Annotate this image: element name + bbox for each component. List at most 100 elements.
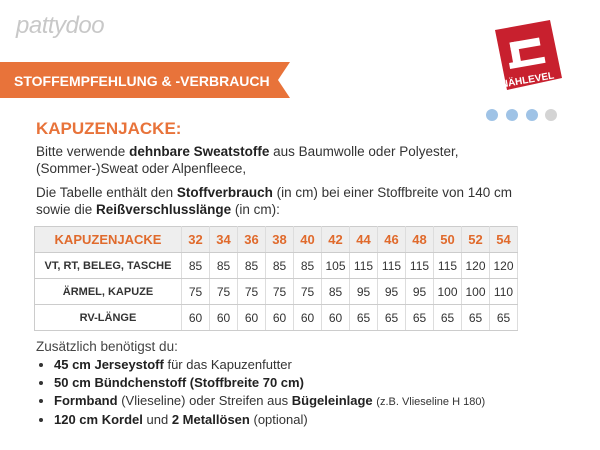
- table-intro: Die Tabelle enthält den Stoffverbrauch (…: [36, 184, 512, 218]
- bold-text: 45 cm Jerseystoff: [54, 357, 164, 372]
- text: (in cm):: [234, 202, 280, 217]
- cell: 75: [181, 278, 210, 305]
- machine-icon: [509, 41, 522, 65]
- cell: 38: [265, 226, 294, 253]
- cell: 85: [209, 252, 238, 279]
- list-item: 45 cm Jerseystoff für das Kapuzenfutter: [54, 356, 485, 374]
- banner: STOFFEMPFEHLUNG & -VERBRAUCH: [0, 62, 290, 98]
- level-dot: [545, 109, 557, 121]
- fabric-table: KAPUZENJACKE 32 34 36 38 40 42 44 46 48 50 52 54 VT, …: [34, 226, 518, 331]
- cell: 110: [489, 278, 518, 305]
- cell: 48: [405, 226, 434, 253]
- cell: 44: [349, 226, 378, 253]
- text: (z.B. Vlieseline H 180): [376, 396, 486, 408]
- row-label: ÄRMEL, KAPUZE: [34, 278, 182, 305]
- cell: 75: [293, 278, 322, 305]
- text: (in cm) bei einer Stoffbreite von 140 cm: [276, 185, 513, 200]
- bold-text: 2 Metallösen: [171, 412, 250, 427]
- text: sowie die: [36, 202, 93, 217]
- cell: 115: [349, 252, 378, 279]
- bold-text: 50 cm Bündchenstoff (Stoffbreite 70 cm): [54, 375, 304, 390]
- level-dot: [526, 109, 538, 121]
- list-item: 120 cm Kordel und 2 Metallösen (optional…: [54, 411, 485, 429]
- level-badge: NÄHLEVEL: [486, 20, 562, 121]
- cell: 60: [237, 304, 266, 331]
- cell: 95: [349, 278, 378, 305]
- cell: 85: [265, 252, 294, 279]
- intro: Bitte verwende dehnbare Sweatstoffe aus …: [36, 143, 458, 177]
- header-row: KAPUZENJACKE 32 34 36 38 40 42 44 46 48 50 52 54: [34, 226, 518, 253]
- cell: 120: [489, 252, 518, 279]
- banner-shape: [0, 62, 290, 98]
- list-item: Formband (Vlieseline) oder Streifen aus …: [54, 392, 485, 411]
- cell: 65: [433, 304, 462, 331]
- cell: 115: [433, 252, 462, 279]
- cell: 60: [181, 304, 210, 331]
- text: für das Kapuzenfutter: [167, 357, 292, 372]
- cell: 60: [209, 304, 238, 331]
- cell: 100: [433, 278, 462, 305]
- cell: 120: [461, 252, 490, 279]
- extras-title: Zusätzlich benötigst du:: [36, 339, 178, 354]
- cell: 65: [377, 304, 406, 331]
- table-row: RV-LÄNGE 60 60 60 60 60 60 65 65 65 65 65 65: [34, 304, 518, 331]
- cell: 65: [349, 304, 378, 331]
- bold-text: dehnbare Sweatstoffe: [129, 144, 270, 159]
- text: (optional): [253, 412, 308, 427]
- text: Bitte verwende: [36, 144, 126, 159]
- badge-shape: [495, 20, 562, 90]
- cell: 115: [377, 252, 406, 279]
- row-label: RV-LÄNGE: [34, 304, 182, 331]
- cell: 75: [237, 278, 266, 305]
- cell: 75: [265, 278, 294, 305]
- table-row: VT, RT, BELEG, TASCHE 85 85 85 85 85 105 115 115…: [34, 252, 518, 279]
- logo: pattydoo: [16, 12, 105, 39]
- text: (Sommer-)Sweat oder Alpenfleece,: [36, 161, 247, 176]
- machine-icon: [509, 56, 546, 69]
- cell: 105: [321, 252, 350, 279]
- bold-text: Reißverschlusslänge: [96, 202, 232, 217]
- cell: 54: [489, 226, 518, 253]
- cell: 65: [405, 304, 434, 331]
- extras-list: 45 cm Jerseystoff für das Kapuzenfutter …: [36, 356, 485, 429]
- bold-text: Bügeleinlage: [291, 393, 373, 408]
- cell: 85: [321, 278, 350, 305]
- level-dot: [506, 109, 518, 121]
- cell: 65: [489, 304, 518, 331]
- text: aus Baumwolle oder Polyester,: [273, 144, 459, 159]
- cell: 60: [265, 304, 294, 331]
- cell: 32: [181, 226, 210, 253]
- cell: 75: [209, 278, 238, 305]
- cell: 85: [181, 252, 210, 279]
- level-dot: [486, 109, 498, 121]
- list-item: 50 cm Bündchenstoff (Stoffbreite 70 cm): [54, 374, 485, 392]
- bold-text: Formband: [54, 393, 118, 408]
- table-row: ÄRMEL, KAPUZE 75 75 75 75 75 85 95 95 95 100 100 110: [34, 278, 518, 305]
- bold-text: 120 cm Kordel: [54, 412, 143, 427]
- banner-text: STOFFEMPFEHLUNG & -VERBRAUCH: [14, 73, 270, 89]
- cell: 60: [321, 304, 350, 331]
- cell: 40: [293, 226, 322, 253]
- cell: 42: [321, 226, 350, 253]
- row-label: VT, RT, BELEG, TASCHE: [34, 252, 182, 279]
- cell: 36: [237, 226, 266, 253]
- cell: 100: [461, 278, 490, 305]
- cell: 46: [377, 226, 406, 253]
- text: (Vlieseline) oder Streifen aus: [121, 393, 289, 408]
- cell: 85: [293, 252, 322, 279]
- text: und: [146, 412, 169, 427]
- cell: 50: [433, 226, 462, 253]
- cell: 85: [237, 252, 266, 279]
- cell: 115: [405, 252, 434, 279]
- row-label: KAPUZENJACKE: [34, 226, 182, 253]
- text: Die Tabelle enthält den: [36, 185, 174, 200]
- cell: 95: [405, 278, 434, 305]
- cell: 65: [461, 304, 490, 331]
- cell: 34: [209, 226, 238, 253]
- cell: 52: [461, 226, 490, 253]
- heading: KAPUZENJACKE:: [36, 119, 182, 138]
- bold-text: Stoffverbrauch: [176, 185, 273, 200]
- cell: 60: [293, 304, 322, 331]
- cell: 95: [377, 278, 406, 305]
